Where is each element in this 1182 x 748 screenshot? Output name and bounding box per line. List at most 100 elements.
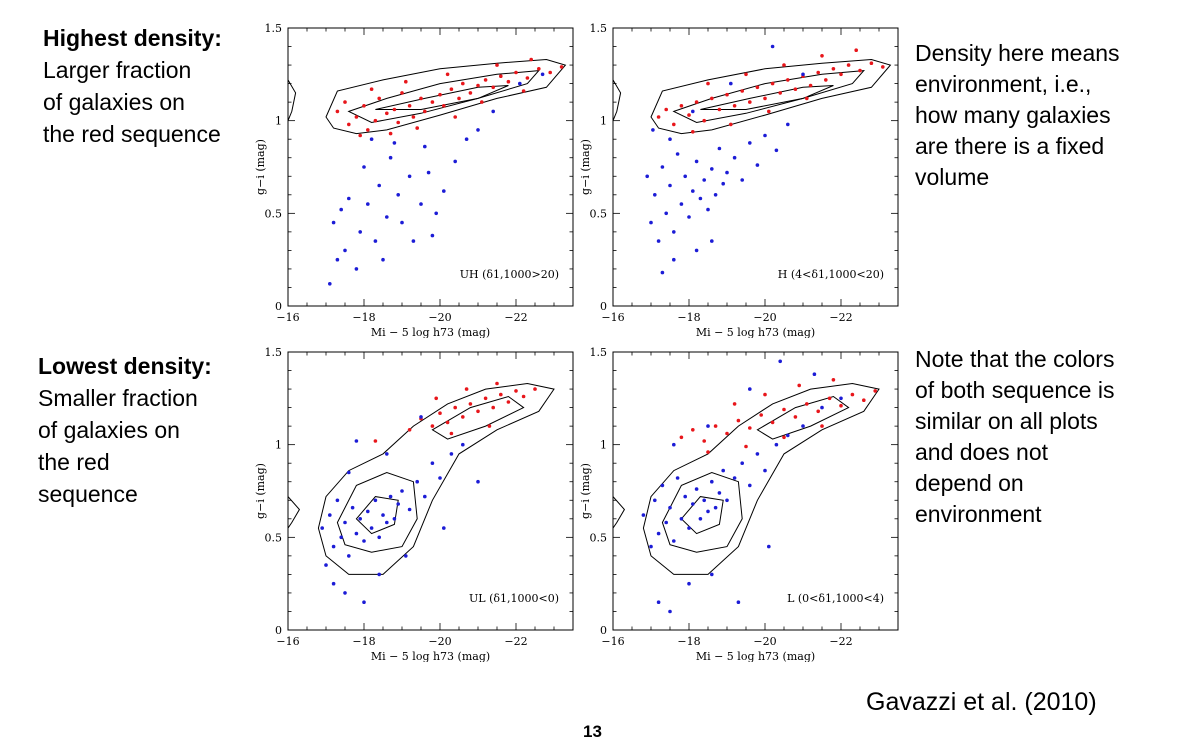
blue-point bbox=[702, 178, 706, 182]
red-point bbox=[430, 424, 435, 428]
red-point bbox=[694, 100, 699, 104]
blue-point bbox=[381, 257, 385, 262]
x-tick-label: −20 bbox=[753, 635, 776, 648]
red-point bbox=[782, 63, 786, 67]
blue-point bbox=[786, 122, 790, 127]
blue-point bbox=[366, 202, 370, 206]
y-axis-label: g−i (mag) bbox=[254, 139, 267, 195]
blue-point bbox=[388, 494, 393, 499]
red-point bbox=[335, 109, 340, 114]
density-contour bbox=[355, 496, 399, 535]
blue-point bbox=[381, 513, 385, 517]
red-point bbox=[710, 96, 714, 101]
blue-point bbox=[461, 442, 465, 447]
red-point bbox=[388, 131, 393, 136]
blue-point bbox=[801, 424, 805, 428]
panel-label: UH (δ1,1000>20) bbox=[460, 268, 559, 281]
blue-point bbox=[812, 372, 817, 376]
blue-point bbox=[335, 257, 340, 262]
red-point bbox=[514, 70, 518, 75]
blue-point bbox=[763, 133, 767, 138]
blue-point bbox=[518, 81, 522, 86]
red-point bbox=[725, 431, 729, 436]
red-point bbox=[362, 104, 366, 108]
note-line: similar on all plots bbox=[915, 408, 1098, 434]
x-tick-label: −18 bbox=[677, 635, 700, 648]
blue-point bbox=[820, 405, 824, 410]
blue-point bbox=[331, 220, 336, 225]
blue-point bbox=[377, 535, 381, 540]
red-point bbox=[839, 72, 843, 77]
x-tick-label: −18 bbox=[352, 311, 375, 324]
plot-frame bbox=[612, 27, 899, 307]
red-point bbox=[782, 407, 786, 412]
blue-point bbox=[449, 452, 454, 456]
red-point bbox=[495, 381, 499, 386]
density-contour bbox=[672, 69, 865, 124]
note-line: sequence bbox=[38, 481, 138, 507]
blue-point bbox=[320, 526, 324, 530]
red-point bbox=[679, 104, 684, 108]
blue-point bbox=[755, 452, 760, 456]
blue-point bbox=[668, 137, 672, 141]
y-tick-label: 0 bbox=[600, 300, 607, 313]
red-point bbox=[548, 70, 552, 75]
blue-point bbox=[476, 479, 480, 484]
blue-point bbox=[729, 81, 733, 86]
red-point bbox=[732, 104, 737, 108]
red-point bbox=[744, 72, 748, 77]
blue-point bbox=[331, 581, 336, 586]
contour-group bbox=[288, 58, 567, 135]
blue-point bbox=[339, 207, 343, 212]
plot-frame bbox=[287, 351, 574, 631]
y-tick-label: 0 bbox=[275, 300, 282, 313]
red-point bbox=[873, 389, 877, 393]
blue-point bbox=[656, 600, 661, 604]
y-tick-label: 1.5 bbox=[590, 22, 608, 35]
blue-point bbox=[388, 155, 393, 160]
red-point bbox=[664, 107, 668, 112]
blue-point bbox=[354, 267, 359, 271]
blue-point bbox=[721, 181, 725, 186]
red-point bbox=[529, 57, 533, 62]
density-contour bbox=[317, 382, 555, 575]
blue-point bbox=[419, 415, 423, 419]
red-point bbox=[770, 420, 775, 425]
blue-point bbox=[653, 498, 657, 503]
red-point bbox=[702, 118, 706, 123]
x-tick-label: −22 bbox=[504, 311, 527, 324]
red-point bbox=[816, 70, 820, 75]
blue-point bbox=[763, 468, 767, 473]
red-point bbox=[755, 85, 760, 90]
blue-point bbox=[392, 141, 397, 145]
blue-point bbox=[706, 424, 710, 428]
blue-point bbox=[411, 239, 416, 243]
blue-point bbox=[668, 609, 672, 614]
red-point bbox=[354, 115, 359, 119]
contour-group bbox=[613, 382, 880, 575]
blue-point bbox=[713, 193, 718, 197]
x-axis-label: Mi − 5 log h73 (mag) bbox=[371, 650, 490, 662]
blue-point bbox=[660, 165, 665, 169]
blue-point bbox=[369, 137, 374, 141]
note-line: the red sequence bbox=[43, 121, 221, 147]
red-point bbox=[506, 79, 511, 84]
blue-point bbox=[668, 505, 672, 510]
blue-point bbox=[679, 202, 684, 206]
blue-point bbox=[691, 109, 695, 114]
red-point bbox=[706, 81, 710, 86]
blue-point bbox=[343, 520, 347, 525]
panel-label: L (0<δ1,1000<4) bbox=[787, 592, 884, 605]
red-point bbox=[438, 411, 442, 415]
red-point bbox=[767, 109, 771, 114]
red-point bbox=[559, 65, 564, 69]
y-tick-label: 0 bbox=[275, 624, 282, 637]
blue-point bbox=[839, 396, 843, 401]
density-contour bbox=[336, 471, 418, 553]
blue-point bbox=[430, 461, 435, 465]
blue-point bbox=[653, 193, 657, 197]
note-line: depend on bbox=[915, 470, 1024, 496]
red-point bbox=[476, 83, 480, 88]
blue-point bbox=[404, 554, 408, 558]
density-contour bbox=[431, 395, 525, 440]
